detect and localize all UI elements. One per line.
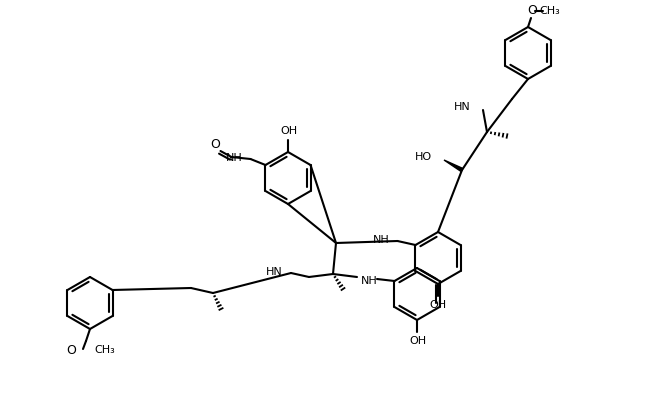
Text: HN: HN [266, 267, 283, 277]
Text: HO: HO [415, 152, 432, 162]
Text: OH: OH [430, 300, 447, 310]
Text: OH: OH [410, 336, 426, 346]
Text: CH₃: CH₃ [539, 6, 560, 16]
Polygon shape [444, 160, 463, 172]
Text: O: O [66, 343, 76, 357]
Text: CH₃: CH₃ [94, 345, 115, 355]
Text: NH: NH [226, 153, 242, 163]
Text: O: O [210, 137, 220, 150]
Text: HN: HN [454, 102, 471, 112]
Text: NH: NH [360, 276, 378, 286]
Text: O: O [527, 4, 537, 18]
Text: OH: OH [280, 126, 298, 136]
Text: NH: NH [373, 235, 390, 245]
